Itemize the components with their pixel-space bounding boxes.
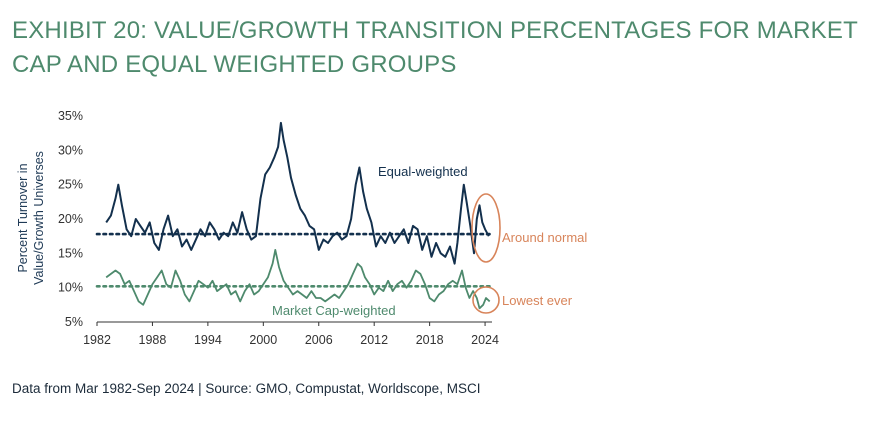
series-lines [105, 121, 491, 310]
y-axis-label: Percent Turnover in Value/Growth Univers… [16, 151, 46, 285]
equal-weighted-label: Equal-weighted [378, 164, 468, 179]
page-title: EXHIBIT 20: VALUE/GROWTH TRANSITION PERC… [12, 17, 858, 78]
equal-weighted-series-line [105, 121, 490, 265]
y-tick-label: 5% [65, 315, 83, 329]
x-tick-label: 1982 [83, 333, 111, 347]
y-tick-label: 30% [58, 143, 83, 157]
lowest-ever-label: Lowest ever [502, 293, 573, 308]
y-axis-ticks: 5% 10% 15% 20% 25% 30% 35% [58, 109, 83, 329]
source-note: Data from Mar 1982-Sep 2024 | Source: GM… [12, 381, 481, 396]
x-tick-label: 1994 [194, 333, 222, 347]
x-tick-label: 2012 [360, 333, 388, 347]
x-tick-label: 1988 [139, 333, 167, 347]
annotations: Equal-weighted Market Cap-weighted Aroun… [272, 164, 587, 318]
x-tick-label: 2018 [416, 333, 444, 347]
x-axis-ticks: 1982 1988 1994 2000 2006 2012 2018 2024 [83, 322, 499, 347]
around-normal-label: Around normal [502, 230, 587, 245]
y-tick-label: 15% [58, 246, 83, 260]
market-cap-weighted-series-line [105, 249, 491, 310]
y-tick-label: 10% [58, 281, 83, 295]
y-axis-label-line-1: Percent Turnover in [16, 163, 30, 272]
lowest-ever-circle [472, 286, 500, 314]
y-tick-label: 35% [58, 109, 83, 123]
x-tick-label: 2006 [305, 333, 333, 347]
market-cap-weighted-label: Market Cap-weighted [272, 303, 396, 318]
x-tick-label: 2000 [249, 333, 277, 347]
around-normal-circle [471, 193, 501, 263]
x-tick-label: 2024 [471, 333, 499, 347]
y-tick-label: 25% [58, 178, 83, 192]
y-tick-label: 20% [58, 212, 83, 226]
y-axis-label-line-2: Value/Growth Universes [32, 151, 46, 285]
